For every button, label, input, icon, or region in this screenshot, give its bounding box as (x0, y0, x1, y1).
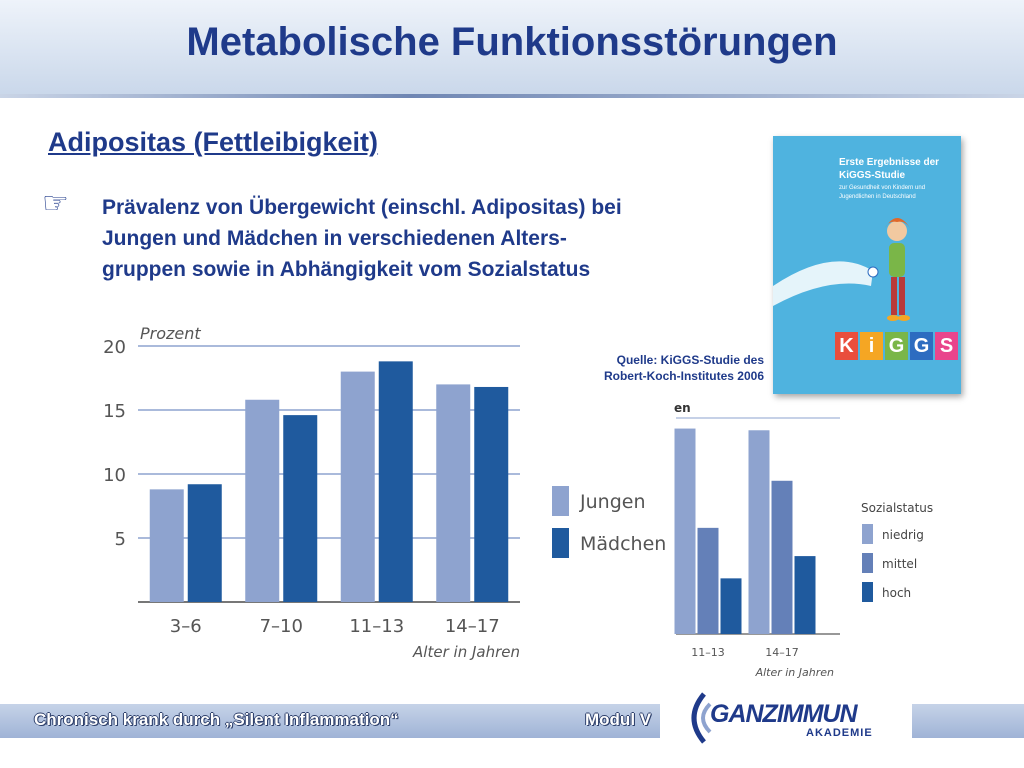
slide-subtitle: Adipositas (Fettleibigkeit) (48, 127, 379, 157)
x-tick-label: 11–13 (691, 646, 725, 659)
source-caption: Quelle: KiGGS-Studie des Robert-Koch-Ins… (560, 352, 764, 384)
legend-label: niedrig (882, 528, 924, 542)
kiggs-letter: S (935, 332, 958, 360)
kiggs-letter: i (860, 332, 883, 360)
bullet-text: Prävalenz von Übergewicht (einschl. Adip… (102, 192, 742, 285)
cover-illustration (773, 218, 910, 321)
footer-bar (0, 704, 660, 738)
source-line: Robert-Koch-Institutes 2006 (603, 369, 764, 383)
bar-niedrig (674, 428, 696, 634)
bullet-line: Jungen und Mädchen in verschiedenen Alte… (102, 227, 567, 250)
x-axis-label: Alter in Jahren (412, 643, 520, 661)
y-tick-label: 10 (103, 465, 126, 486)
bar-mädchen (378, 361, 413, 602)
footer-course-title: Chronisch krank durch „Silent Inflammati… (34, 710, 399, 729)
kiggs-letter: G (910, 332, 933, 360)
legend-swatch (552, 528, 569, 558)
chart-gender: 5 10 15 20 Prozent 3–6 7–10 11–13 14–17 Alter in … (103, 324, 666, 661)
y-tick-label: 20 (103, 337, 126, 358)
legend-swatch (552, 486, 569, 516)
footer-modul: Modul V (585, 710, 652, 729)
bullet-line: gruppen sowie in Abhängigkeit vom Sozial… (102, 258, 591, 281)
cover-title: Erste Ergebnisse der KiGGS-Studie (839, 157, 940, 181)
legend-swatch (862, 582, 873, 602)
bar-hoch (720, 578, 742, 634)
x-tick-label: 14–17 (445, 616, 500, 637)
kiggs-cover-image: Erste Ergebnisse der KiGGS-Studie zur Ge… (773, 136, 961, 394)
bar-niedrig (748, 430, 770, 634)
cover-subtitle: zur Gesundheit von Kindern und Jugendlic… (839, 185, 926, 200)
bar-mädchen (187, 484, 222, 602)
bar-jungen (245, 399, 280, 602)
chart-social-status: en 11–13 14–17 Alter in Jahren Sozialstatus n… (674, 401, 933, 679)
bar-mädchen (474, 386, 509, 602)
bar-mittel (697, 527, 719, 634)
y-tick-label: 15 (103, 401, 126, 422)
source-line: Quelle: KiGGS-Studie des (616, 353, 764, 367)
header-band (0, 0, 1024, 96)
bullet-line: Prävalenz von Übergewicht (einschl. Adip… (102, 196, 622, 219)
bar-mädchen (283, 415, 318, 602)
bar-jungen (340, 371, 375, 602)
legend-swatch (862, 524, 873, 544)
x-tick-label: 14–17 (765, 646, 799, 659)
legend-title: Sozialstatus (861, 501, 933, 515)
legend-swatch (862, 553, 873, 573)
bar-hoch (794, 556, 816, 634)
slide-title: Metabolische Funktionsstörungen (186, 20, 838, 64)
bar-jungen (436, 384, 471, 602)
kiggs-letter: G (885, 332, 908, 360)
logo-mark-icon (691, 692, 712, 744)
kiggs-logo: K i G G S (835, 332, 958, 360)
pointing-hand-icon: ☞ (42, 187, 69, 220)
kiggs-letter: K (835, 332, 858, 360)
legend-label: Jungen (579, 491, 645, 513)
logo-subtext: AKADEMIE (806, 727, 873, 739)
y-axis-label: Prozent (140, 324, 201, 343)
header-divider (0, 94, 1024, 98)
x-tick-label: 11–13 (349, 616, 404, 637)
ganzimmun-logo: GANZIMMUN AKADEMIE (682, 690, 908, 746)
legend-label: hoch (882, 586, 911, 600)
x-tick-label: 7–10 (260, 616, 303, 637)
footer-bar-right (912, 704, 1024, 738)
x-axis-label: Alter in Jahren (755, 666, 834, 679)
bar-jungen (149, 489, 184, 602)
y-tick-label: 5 (115, 529, 126, 550)
legend-label: Mädchen (580, 533, 666, 555)
chart-title-fragment: en (674, 401, 691, 415)
bar-mittel (771, 480, 793, 634)
logo-text: GANZIMMUN (710, 700, 858, 728)
x-tick-label: 3–6 (170, 616, 202, 637)
legend-label: mittel (882, 557, 917, 571)
